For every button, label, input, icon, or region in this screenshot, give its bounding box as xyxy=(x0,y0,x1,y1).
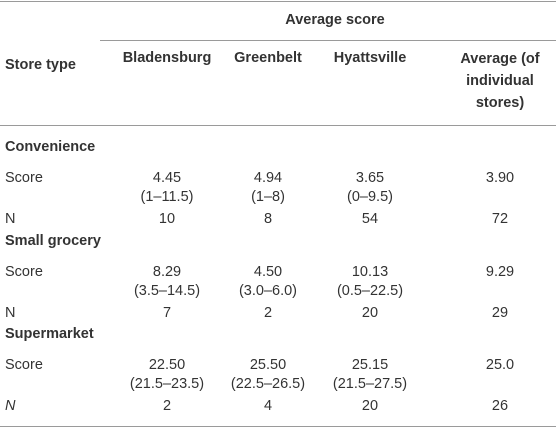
n-value: 20 xyxy=(361,398,379,414)
score-range: (3.5–14.5) xyxy=(133,283,201,299)
n-value: 72 xyxy=(491,211,509,227)
score-value: 22.50 xyxy=(148,357,186,373)
score-range: (0.5–22.5) xyxy=(336,283,404,299)
section-name: Small grocery xyxy=(5,233,101,249)
column-header: Bladensburg xyxy=(122,50,212,66)
score-value: 25.0 xyxy=(485,357,515,373)
row-label: N xyxy=(5,305,16,321)
column-header: Average (of individual stores) xyxy=(460,51,540,111)
score-value: 4.94 xyxy=(253,170,283,186)
score-range: (0–9.5) xyxy=(347,189,393,205)
bottom-rule xyxy=(0,426,556,427)
score-range: (22.5–26.5) xyxy=(230,376,306,392)
n-value: 26 xyxy=(491,398,509,414)
n-value: 4 xyxy=(263,398,273,414)
n-value: 2 xyxy=(263,305,273,321)
column-header: Greenbelt xyxy=(234,50,302,66)
row-label: N xyxy=(5,211,16,227)
score-range: (21.5–23.5) xyxy=(129,376,205,392)
score-range: (1–8) xyxy=(251,189,285,205)
n-value: 29 xyxy=(491,305,509,321)
section-name: Supermarket xyxy=(5,326,94,342)
n-value: 20 xyxy=(361,305,379,321)
row-label: Score xyxy=(5,264,43,280)
row-label: Score xyxy=(5,170,43,186)
score-value: 4.50 xyxy=(253,264,283,280)
n-value: 10 xyxy=(158,211,176,227)
n-value: 54 xyxy=(361,211,379,227)
score-value: 4.45 xyxy=(152,170,182,186)
n-value: 2 xyxy=(162,398,172,414)
column-header: Store type xyxy=(5,57,76,73)
score-range: (21.5–27.5) xyxy=(332,376,408,392)
score-value: 8.29 xyxy=(152,264,182,280)
section-name: Convenience xyxy=(5,139,96,155)
n-value: 8 xyxy=(263,211,273,227)
score-value: 25.15 xyxy=(351,357,389,373)
score-value: 3.65 xyxy=(355,170,385,186)
group-header: Average score xyxy=(285,12,385,28)
n-value: 7 xyxy=(162,305,172,321)
row-label: N xyxy=(5,398,16,414)
row-label: Score xyxy=(5,357,43,373)
score-range: (1–11.5) xyxy=(140,189,194,205)
score-value: 9.29 xyxy=(485,264,515,280)
score-range: (3.0–6.0) xyxy=(238,283,298,299)
top-rule xyxy=(0,1,556,2)
column-header: Hyattsville xyxy=(333,50,407,66)
score-value: 3.90 xyxy=(485,170,515,186)
header-rule xyxy=(0,125,556,126)
group-rule xyxy=(100,40,556,41)
score-value: 25.50 xyxy=(249,357,287,373)
score-value: 10.13 xyxy=(351,264,389,280)
